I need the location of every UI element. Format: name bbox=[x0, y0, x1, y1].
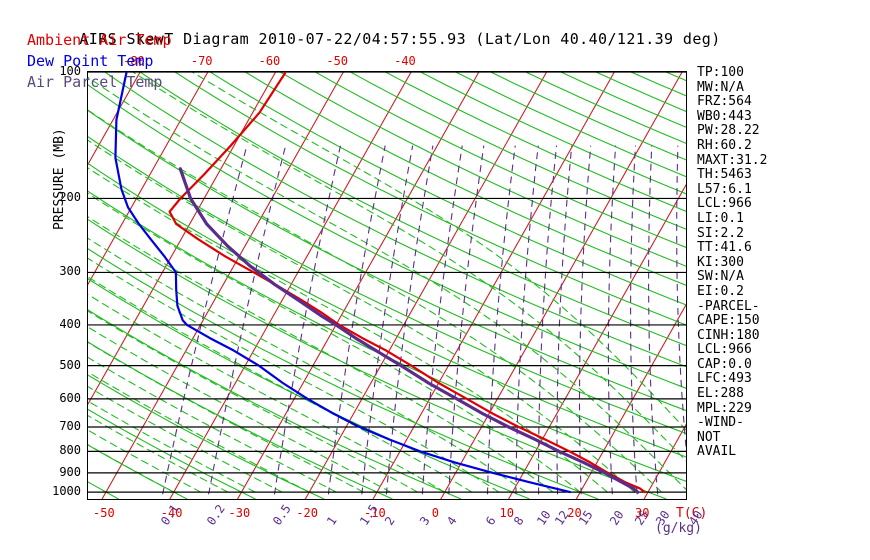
top-temp-tick: -40 bbox=[394, 54, 416, 68]
index-item: MPL:229 bbox=[697, 400, 752, 416]
mixing-ratio-units-label: (g/kg) bbox=[655, 521, 702, 536]
pressure-tick: 700 bbox=[59, 419, 81, 434]
pressure-tick: 800 bbox=[59, 443, 81, 458]
index-item: RH:60.2 bbox=[697, 137, 752, 153]
top-temp-tick: -70 bbox=[190, 54, 213, 68]
index-item: AVAIL bbox=[697, 444, 737, 460]
index-item: LI:0.1 bbox=[697, 210, 744, 226]
pressure-axis-label: PRESSURE (MB) bbox=[52, 128, 67, 230]
pressure-tick: 200 bbox=[59, 190, 81, 205]
bottom-temp-tick: -40 bbox=[160, 506, 183, 520]
page-title: AIRS SkewT Diagram 2010-07-22/04:57:55.9… bbox=[79, 30, 721, 48]
pressure-tick: 1000 bbox=[52, 484, 81, 499]
index-item: SW:N/A bbox=[697, 269, 744, 285]
index-item: FRZ:564 bbox=[697, 94, 752, 110]
sounding-curves bbox=[114, 72, 646, 494]
skewt-plot-area bbox=[87, 71, 687, 500]
mixing-ratio-tick: 10 bbox=[533, 508, 554, 528]
mixing-ratio-tick: 6 bbox=[482, 514, 499, 528]
index-item: CAPE:150 bbox=[697, 313, 760, 329]
top-temp-tick: -60 bbox=[258, 54, 281, 68]
temperature-units-label: T(C) bbox=[676, 506, 708, 521]
mixing-ratio-tick: 0.5 bbox=[269, 502, 294, 528]
bottom-temp-tick: -30 bbox=[228, 506, 251, 520]
index-item: -PARCEL- bbox=[697, 298, 760, 314]
index-item: WB0:443 bbox=[697, 108, 752, 124]
bottom-temp-tick: -50 bbox=[93, 506, 115, 520]
bottom-temp-tick: 30 bbox=[635, 506, 650, 520]
index-item: CAP:0.0 bbox=[697, 356, 752, 372]
top-temp-tick: -80 bbox=[123, 54, 145, 68]
background-grid bbox=[88, 72, 686, 499]
index-item: SI:2.2 bbox=[697, 225, 744, 241]
pressure-tick: 300 bbox=[59, 264, 81, 279]
top-temp-tick: -50 bbox=[326, 54, 349, 68]
pressure-tick: 500 bbox=[59, 357, 81, 372]
mixing-ratio-tick: 8 bbox=[510, 514, 527, 528]
index-item: -WIND- bbox=[697, 415, 744, 431]
pressure-tick: 400 bbox=[59, 316, 81, 331]
bottom-temp-tick: 20 bbox=[567, 506, 582, 520]
index-item: EI:0.2 bbox=[697, 283, 744, 299]
index-item: NOT bbox=[697, 429, 721, 445]
index-item: LCL:966 bbox=[697, 196, 752, 212]
mixing-ratio-tick: 2 bbox=[381, 514, 398, 528]
bottom-temp-tick: 10 bbox=[499, 506, 514, 520]
pressure-tick: 100 bbox=[59, 64, 81, 78]
bottom-temp-tick: 0 bbox=[431, 506, 439, 520]
mixing-ratio-tick: 20 bbox=[607, 508, 627, 528]
bottom-temp-tick: -20 bbox=[296, 506, 318, 520]
bottom-temp-tick: -10 bbox=[364, 506, 386, 520]
index-item: KI:300 bbox=[697, 254, 744, 270]
index-item: TH:5463 bbox=[697, 167, 752, 183]
indices-panel: TP:100 MW:N/A FRZ:564 WB0:443 PW:28.22 RH:60.… bbox=[697, 65, 822, 460]
index-item: PW:28.22 bbox=[697, 123, 760, 139]
pressure-tick: 600 bbox=[59, 390, 81, 405]
index-item: MW:N/A bbox=[697, 79, 744, 95]
index-item: LCL:966 bbox=[697, 342, 752, 358]
mixing-ratio-tick: 4 bbox=[443, 514, 460, 528]
mixing-ratio-tick: 0.2 bbox=[204, 502, 228, 528]
index-item: MAXT:31.2 bbox=[697, 152, 768, 168]
index-item: CINH:180 bbox=[697, 327, 760, 343]
index-item: TP:100 bbox=[697, 65, 744, 80]
pressure-tick: 900 bbox=[59, 464, 81, 479]
mixing-ratio-tick: 1 bbox=[323, 514, 340, 528]
index-item: LFC:493 bbox=[697, 371, 752, 387]
index-item: EL:288 bbox=[697, 386, 744, 402]
index-item: TT:41.6 bbox=[697, 240, 752, 256]
index-item: L57:6.1 bbox=[697, 181, 752, 197]
